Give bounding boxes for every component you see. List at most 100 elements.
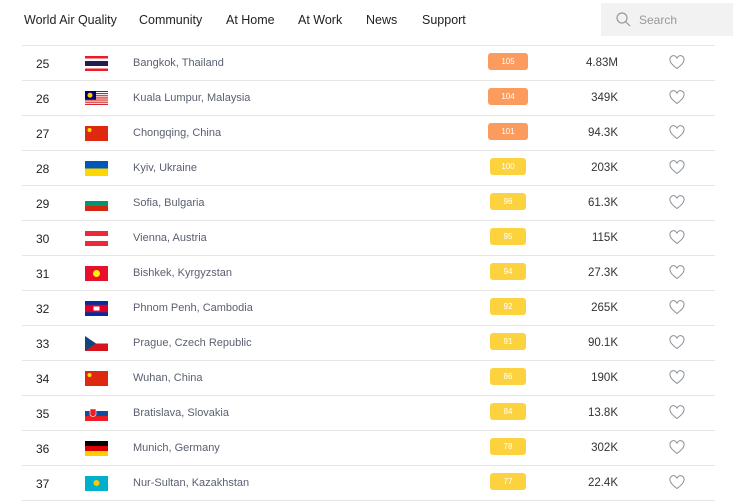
city-link[interactable]: Wuhan, China [133, 372, 203, 384]
population: 203K [591, 162, 618, 174]
table-row[interactable]: 36 Munich, Germany 78 302K [22, 431, 715, 466]
nav-at-work[interactable]: At Work [298, 13, 343, 27]
population: 190K [591, 372, 618, 384]
rank: 26 [36, 92, 50, 106]
population: 302K [591, 442, 618, 454]
rank: 32 [36, 302, 50, 316]
heart-icon[interactable] [669, 90, 685, 105]
population: 61.3K [587, 197, 618, 209]
rank: 34 [36, 372, 50, 386]
city-link[interactable]: Kuala Lumpur, Malaysia [133, 92, 251, 104]
heart-icon[interactable] [669, 370, 685, 385]
flag-icon-china [85, 371, 108, 386]
aqi-badge: 92 [490, 298, 526, 315]
population: 94.3K [587, 127, 618, 139]
aqi-badge: 91 [490, 333, 526, 350]
flag-icon-czech [85, 336, 108, 351]
heart-icon[interactable] [669, 440, 685, 455]
population: 349K [591, 92, 618, 104]
aqi-badge: 84 [490, 403, 526, 420]
nav-community[interactable]: Community [139, 13, 203, 27]
aqi-badge: 101 [488, 123, 528, 140]
city-link[interactable]: Bangkok, Thailand [133, 57, 224, 69]
aqi-badge: 105 [488, 53, 528, 70]
rank: 37 [36, 477, 50, 491]
heart-icon[interactable] [669, 230, 685, 245]
rank: 30 [36, 232, 50, 246]
flag-icon-malaysia [85, 91, 108, 106]
rank: 27 [36, 127, 50, 141]
table-row[interactable]: 34 Wuhan, China 86 190K [22, 361, 715, 396]
aqi-badge: 77 [490, 473, 526, 490]
search-placeholder: Search [639, 12, 678, 27]
flag-icon-germany [85, 441, 108, 456]
rank: 25 [36, 57, 50, 71]
nav-world-air-quality[interactable]: World Air Quality [24, 13, 117, 27]
city-link[interactable]: Prague, Czech Republic [133, 337, 252, 349]
heart-icon[interactable] [669, 55, 685, 70]
city-link[interactable]: Nur-Sultan, Kazakhstan [133, 477, 250, 489]
population: 115K [591, 232, 618, 244]
city-link[interactable]: Sofia, Bulgaria [133, 197, 205, 209]
heart-icon[interactable] [669, 265, 685, 280]
aqi-badge: 94 [490, 263, 526, 280]
population: 13.8K [587, 407, 618, 419]
population: 265K [591, 302, 618, 314]
rank: 36 [36, 442, 50, 456]
table-row[interactable]: 27 Chongqing, China 101 94.3K [22, 116, 715, 151]
heart-icon[interactable] [669, 300, 685, 315]
table-row[interactable]: 33 Prague, Czech Republic 91 90.1K [22, 326, 715, 361]
table-row[interactable]: 35 Bratislava, Slovakia 84 13.8K [22, 396, 715, 431]
city-link[interactable]: Bishkek, Kyrgyzstan [133, 267, 233, 279]
aqi-badge: 86 [490, 368, 526, 385]
city-link[interactable]: Kyiv, Ukraine [133, 162, 197, 174]
heart-icon[interactable] [669, 160, 685, 175]
city-link[interactable]: Bratislava, Slovakia [133, 407, 229, 419]
flag-icon-austria [85, 231, 108, 246]
city-link[interactable]: Munich, Germany [133, 442, 220, 454]
table-row[interactable]: 37 Nur-Sultan, Kazakhstan 77 22.4K [22, 466, 715, 501]
top-nav: World Air Quality Community At Home At W… [0, 0, 733, 45]
search-icon [616, 12, 631, 27]
flag-icon-cambodia [85, 301, 108, 316]
rank: 31 [36, 267, 50, 281]
aqi-badge: 96 [490, 193, 526, 210]
table-row[interactable]: 32 Phnom Penh, Cambodia 92 265K [22, 291, 715, 326]
nav-at-home[interactable]: At Home [226, 13, 275, 27]
heart-icon[interactable] [669, 475, 685, 490]
table-row[interactable]: 31 Bishkek, Kyrgyzstan 94 27.3K [22, 256, 715, 291]
heart-icon[interactable] [669, 405, 685, 420]
nav-support[interactable]: Support [422, 13, 466, 27]
search-input[interactable]: Search [601, 3, 733, 36]
rank: 33 [36, 337, 50, 351]
rank: 28 [36, 162, 50, 176]
table-row[interactable]: 25 Bangkok, Thailand 105 4.83M [22, 46, 715, 81]
population: 22.4K [587, 477, 618, 489]
flag-icon-bulgaria [85, 196, 108, 211]
nav-news[interactable]: News [366, 13, 398, 27]
flag-icon-ukraine [85, 161, 108, 176]
flag-icon-thailand [85, 56, 108, 71]
table-row[interactable]: 30 Vienna, Austria 95 115K [22, 221, 715, 256]
flag-icon-kazakhstan [85, 476, 108, 491]
city-link[interactable]: Chongqing, China [133, 127, 222, 139]
population: 4.83M [586, 57, 618, 69]
aqi-badge: 100 [490, 158, 526, 175]
table-row[interactable]: 26 Kuala Lumpur, Malaysia 104 349K [22, 81, 715, 116]
heart-icon[interactable] [669, 335, 685, 350]
table-row[interactable]: 28 Kyiv, Ukraine 100 203K [22, 151, 715, 186]
rank: 29 [36, 197, 50, 211]
heart-icon[interactable] [669, 125, 685, 140]
city-ranking-table: 25 Bangkok, Thailand 105 4.83M 26 Kuala … [22, 45, 715, 501]
aqi-badge: 104 [488, 88, 528, 105]
flag-icon-china [85, 126, 108, 141]
flag-icon-slovakia [85, 406, 108, 421]
city-link[interactable]: Vienna, Austria [133, 232, 207, 244]
table-row[interactable]: 29 Sofia, Bulgaria 96 61.3K [22, 186, 715, 221]
heart-icon[interactable] [669, 195, 685, 210]
population: 27.3K [587, 267, 618, 279]
population: 90.1K [587, 337, 618, 349]
city-link[interactable]: Phnom Penh, Cambodia [133, 302, 253, 314]
aqi-badge: 95 [490, 228, 526, 245]
flag-icon-kyrgyzstan [85, 266, 108, 281]
